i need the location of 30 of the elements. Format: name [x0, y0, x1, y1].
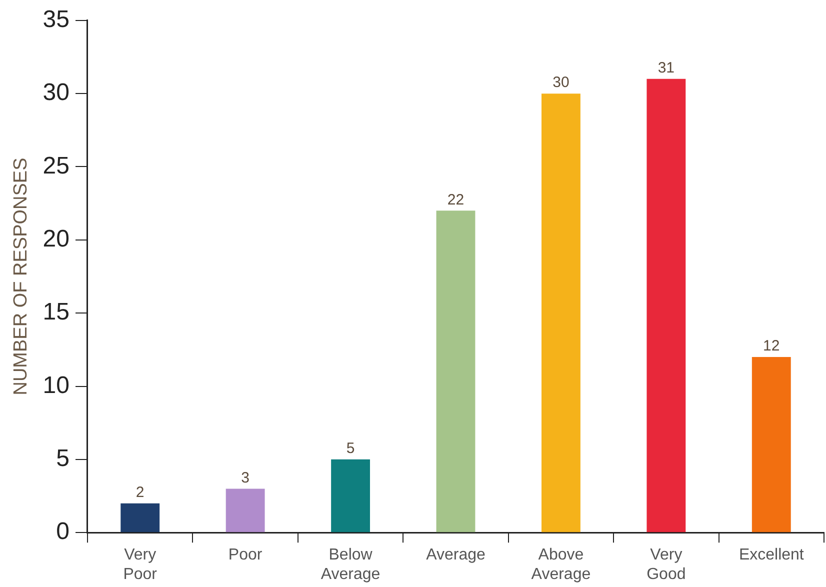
bar	[226, 488, 265, 532]
y-axis-title: NUMBER OF RESPONSES	[10, 158, 32, 396]
data-label: 3	[241, 469, 250, 486]
data-label: 30	[552, 74, 570, 92]
bar	[436, 210, 476, 532]
bar	[646, 78, 686, 532]
y-tick-label: 20	[42, 226, 70, 253]
y-tick-label: 35	[42, 6, 70, 34]
y-tick-label: 0	[56, 518, 70, 546]
x-tick-label: Very Poor	[123, 546, 158, 583]
bar	[752, 356, 791, 532]
x-tick-label: Very Good	[646, 546, 686, 583]
data-label: 31	[658, 60, 675, 77]
x-tick-label: Below Average	[320, 546, 380, 583]
y-tick-label: 10	[42, 372, 70, 399]
data-label: 2	[136, 484, 144, 501]
x-tick-label: Excellent	[738, 546, 804, 564]
data-label: 22	[447, 191, 464, 208]
bar	[120, 503, 160, 532]
x-tick-label: Average	[426, 546, 486, 564]
x-tick-label: Poor	[228, 546, 263, 564]
bar	[542, 94, 580, 532]
bar	[331, 459, 370, 532]
y-tick-label: 25	[42, 152, 70, 180]
data-label: 12	[763, 338, 780, 355]
y-tick-label: 15	[42, 298, 70, 326]
x-tick-label: Above Average	[531, 546, 591, 583]
y-tick-label: 5	[56, 445, 70, 472]
y-tick-label: 30	[42, 79, 70, 106]
data-label: 5	[346, 440, 355, 458]
